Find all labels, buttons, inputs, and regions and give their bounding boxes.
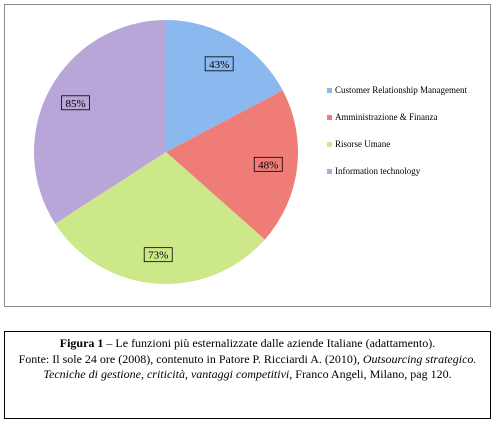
svg-text:43%: 43% — [209, 59, 229, 71]
figure-title: – Le funzioni più esternalizzate dalle a… — [103, 336, 436, 350]
slice-label-amministrazione-finanza: 48% — [253, 156, 283, 172]
pie-slice-customer-relationship-management — [166, 20, 283, 152]
figure-label: Figura 1 — [59, 336, 104, 350]
slice-label-risorse-umane: 73% — [143, 247, 173, 263]
book-title: Outsourcing strategico. Tecniche di gest… — [43, 351, 477, 382]
caption-title-line: Figura 1 – Le funzioni più esternalizzat… — [15, 336, 480, 352]
source-suffix: , Franco Angeli, Milano, pag 120. — [289, 367, 452, 381]
legend-label: Amministrazione & Finanza — [335, 112, 437, 122]
legend-label: Risorse Umane — [335, 139, 390, 149]
svg-text:73%: 73% — [148, 250, 168, 262]
pie-slice-information-technology — [33, 20, 166, 224]
pie-chart: 43% 48% 73% 85% Customer Relationship Manag… — [33, 20, 467, 285]
svg-text:85%: 85% — [65, 98, 85, 110]
figure-caption: Figura 1 – Le funzioni più esternalizzat… — [4, 331, 491, 419]
legend-swatch — [327, 115, 332, 120]
pie-slice-risorse-umane — [55, 152, 265, 285]
legend-swatch — [327, 88, 332, 93]
slice-label-customer-relationship-management: 43% — [204, 56, 234, 72]
caption-source: Fonte: Il sole 24 ore (2008), contenuto … — [15, 352, 480, 383]
slice-label-information-technology: 85% — [61, 95, 90, 111]
legend-swatch — [327, 142, 332, 147]
legend-item-amministrazione-finanza: Amministrazione & Finanza — [327, 112, 437, 122]
legend-swatch — [327, 169, 332, 174]
legend-item-information-technology: Information technology — [327, 166, 421, 176]
pie-slice-amministrazione-finanza — [166, 90, 298, 240]
chart-frame: 43% 48% 73% 85% Customer Relationship Manag… — [4, 4, 491, 307]
legend-item-customer-relationship-management: Customer Relationship Management — [327, 85, 467, 95]
legend-item-risorse-umane: Risorse Umane — [327, 139, 390, 149]
legend-label: Customer Relationship Management — [335, 85, 467, 95]
svg-text:48%: 48% — [258, 159, 278, 171]
source-prefix: Fonte: Il sole 24 ore (2008), contenuto … — [18, 351, 363, 366]
legend-label: Information technology — [335, 166, 421, 176]
